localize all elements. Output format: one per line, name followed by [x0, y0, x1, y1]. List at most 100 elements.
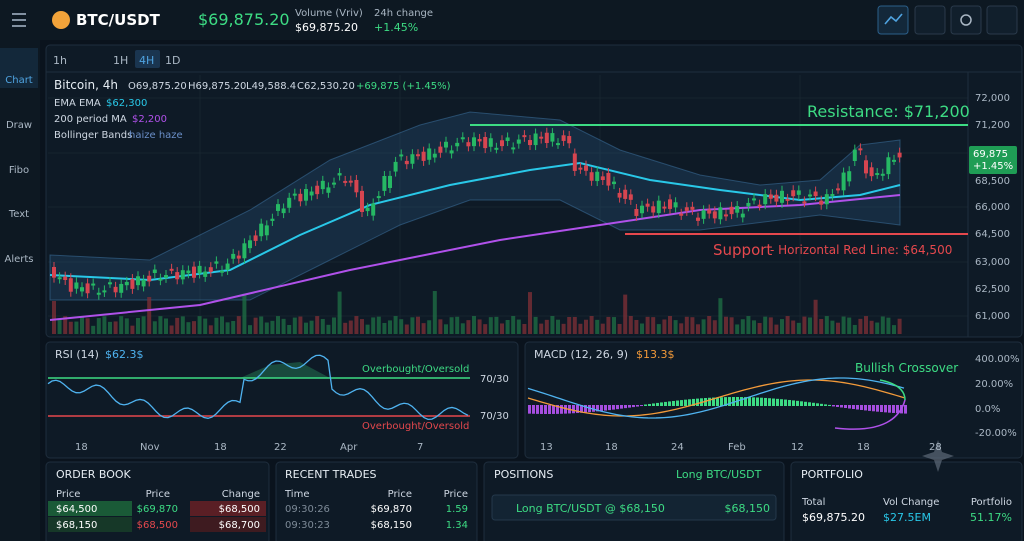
volume-bar [393, 316, 398, 334]
exit-button[interactable] [986, 5, 1018, 35]
macd-bar [560, 405, 563, 414]
volume-label: Volume (Vriv) [295, 8, 363, 19]
candle [684, 207, 689, 211]
macd-x-label: 18 [605, 442, 618, 453]
volume-bar [404, 324, 409, 334]
volume-bar [628, 316, 633, 334]
candle [444, 141, 448, 148]
price: $69,875.20 [198, 10, 290, 29]
volume-bar [52, 301, 56, 334]
candle [220, 270, 224, 273]
volume-bar [130, 325, 135, 334]
volume-bar [511, 316, 516, 334]
y-axis-label: 62,500 [975, 284, 1010, 295]
volume: $69,875.20 [295, 21, 358, 34]
candle [847, 171, 852, 182]
top-bar [0, 0, 1024, 40]
volume-bar [315, 316, 320, 334]
macd-bar [620, 405, 623, 409]
candle [824, 194, 829, 205]
macd-bar [772, 398, 775, 406]
rsi-level: 70/30 [480, 374, 509, 385]
candle [858, 148, 863, 151]
candle [113, 286, 118, 293]
rsi-x-label: 18 [214, 442, 227, 453]
candle [505, 137, 510, 141]
candle [494, 147, 499, 150]
column-header: Total [802, 497, 826, 508]
cell: 09:30:26 [285, 504, 330, 515]
macd-bar [548, 405, 551, 414]
volume-bar [427, 320, 432, 334]
volume-bar [80, 316, 84, 334]
indicators-button[interactable] [914, 5, 946, 35]
candle [819, 200, 824, 205]
active-tool [0, 48, 38, 88]
candles [52, 127, 902, 300]
volume-bar [684, 316, 689, 334]
macd-bar [796, 400, 799, 406]
volume-bar [791, 320, 796, 334]
macd-bar [768, 398, 771, 406]
btc-icon [52, 11, 70, 29]
candle [763, 194, 768, 205]
macd-bar [688, 399, 691, 406]
macd-bar [828, 404, 831, 406]
candle [612, 181, 616, 185]
volume-bar [332, 317, 336, 334]
macd-bar [692, 398, 695, 406]
volume-bar [96, 318, 101, 334]
candle [808, 194, 812, 197]
candle [483, 137, 488, 149]
volume-bar [259, 316, 264, 334]
volume-bar [886, 317, 891, 334]
macd-bar [572, 405, 575, 414]
candle [516, 139, 521, 144]
volume-bar [595, 319, 600, 334]
candle [348, 180, 353, 183]
portfolio-value: $69,875.20 [802, 511, 865, 524]
macd-bar [724, 397, 727, 406]
volume-bar [567, 317, 572, 334]
macd-bar [732, 397, 735, 406]
candle [460, 137, 465, 140]
volume-bar [164, 318, 168, 334]
macd-y-label: 400.00% [975, 354, 1020, 365]
volume-bar [376, 316, 381, 334]
volume-bar [410, 317, 415, 334]
macd-bar [556, 405, 559, 414]
candle [147, 275, 152, 282]
candle [432, 153, 437, 158]
volume-bar [539, 323, 544, 334]
macd-bar [552, 405, 555, 414]
rsi-panel [45, 341, 519, 459]
position-row[interactable] [491, 494, 777, 521]
volume-bar [304, 322, 308, 334]
rsi-x-label: 7 [417, 442, 424, 453]
y-axis-label: 72,000 [975, 93, 1010, 104]
candle [567, 136, 572, 144]
volume-bar [500, 323, 504, 334]
settings-button[interactable] [950, 5, 982, 35]
macd-bar [708, 397, 711, 406]
volume-bars [52, 291, 902, 334]
candle [68, 278, 73, 292]
volume-bar [830, 320, 835, 334]
timeframe: 1D [165, 54, 181, 67]
candle [662, 206, 667, 209]
volume-bar [477, 319, 482, 334]
volume-bar [516, 319, 521, 334]
panel-title: RECENT TRADES [285, 468, 377, 481]
trades-panel [275, 461, 478, 541]
volume-bar [802, 316, 807, 334]
candle [522, 135, 527, 138]
volume-bar [354, 316, 359, 334]
y-axis-label: 61,000 [975, 311, 1010, 322]
macd-bar [580, 405, 583, 413]
macd-x-label: 28 [929, 442, 942, 453]
candle [712, 211, 717, 219]
volume-bar [203, 318, 208, 334]
macd-bar [860, 405, 863, 410]
line-tool[interactable] [877, 5, 909, 35]
candle [276, 204, 280, 211]
